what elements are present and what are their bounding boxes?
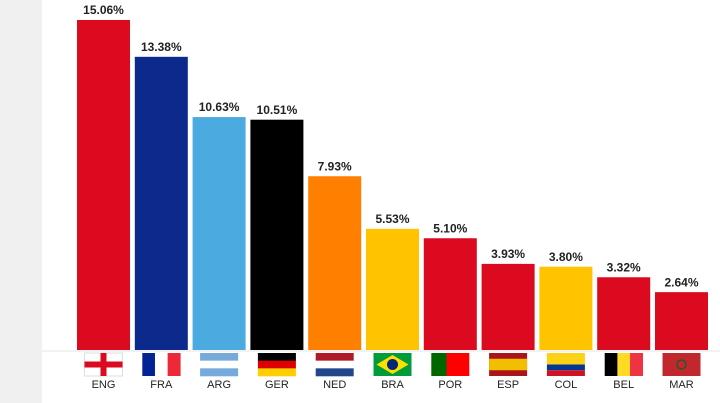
value-label: 5.53% bbox=[375, 212, 409, 226]
flag-part bbox=[257, 368, 296, 377]
flag-part bbox=[446, 353, 470, 376]
bar bbox=[308, 176, 362, 350]
value-label: 2.64% bbox=[664, 275, 698, 289]
bar bbox=[423, 238, 477, 350]
flag-part bbox=[257, 353, 296, 361]
flag-part bbox=[546, 370, 585, 376]
category-label: ENG bbox=[92, 379, 116, 391]
flag-part bbox=[200, 353, 239, 361]
flag-part bbox=[546, 353, 585, 365]
bar bbox=[77, 20, 130, 350]
category-label: BRA bbox=[381, 379, 404, 391]
flag-part bbox=[84, 361, 123, 368]
category-label: POR bbox=[438, 379, 462, 391]
flag-part bbox=[200, 360, 239, 369]
flag-part bbox=[315, 353, 354, 361]
value-label: 3.93% bbox=[491, 247, 525, 261]
flag-part bbox=[489, 358, 528, 371]
flag-part bbox=[315, 368, 354, 377]
value-label: 7.93% bbox=[318, 159, 352, 173]
flag-part bbox=[546, 364, 585, 371]
category-label: BEL bbox=[613, 379, 634, 391]
flag-part bbox=[617, 353, 631, 376]
value-label: 10.63% bbox=[199, 100, 240, 114]
category-label: COL bbox=[555, 379, 578, 391]
category-label: NED bbox=[323, 379, 346, 391]
category-label: ESP bbox=[497, 379, 519, 391]
bar bbox=[192, 117, 246, 350]
flag-part bbox=[142, 353, 156, 376]
value-label: 10.51% bbox=[257, 103, 298, 117]
category-label: GER bbox=[265, 379, 289, 391]
flag-part bbox=[387, 359, 398, 370]
value-label: 5.10% bbox=[433, 221, 467, 235]
flag-part bbox=[315, 360, 354, 369]
bar bbox=[539, 266, 593, 350]
category-label: MAR bbox=[669, 379, 694, 391]
bar bbox=[134, 56, 188, 351]
category-label: ARG bbox=[207, 379, 231, 391]
flag-part bbox=[154, 353, 168, 376]
flag-part bbox=[431, 353, 447, 376]
category-label: FRA bbox=[150, 379, 173, 391]
flag-part bbox=[676, 359, 687, 370]
bar bbox=[481, 263, 535, 350]
flag-part bbox=[257, 360, 296, 369]
flag-part bbox=[630, 353, 643, 376]
flag-part bbox=[604, 353, 618, 376]
value-label: 15.06% bbox=[83, 3, 124, 17]
flag-part bbox=[167, 353, 181, 376]
bar bbox=[250, 119, 304, 350]
bar bbox=[655, 292, 708, 350]
value-label: 13.38% bbox=[141, 40, 182, 54]
value-label: 3.32% bbox=[607, 260, 641, 274]
value-label: 3.80% bbox=[549, 250, 583, 264]
bar bbox=[366, 228, 419, 350]
bar bbox=[597, 277, 651, 350]
flag-part bbox=[662, 353, 701, 376]
flag-part bbox=[200, 368, 239, 377]
